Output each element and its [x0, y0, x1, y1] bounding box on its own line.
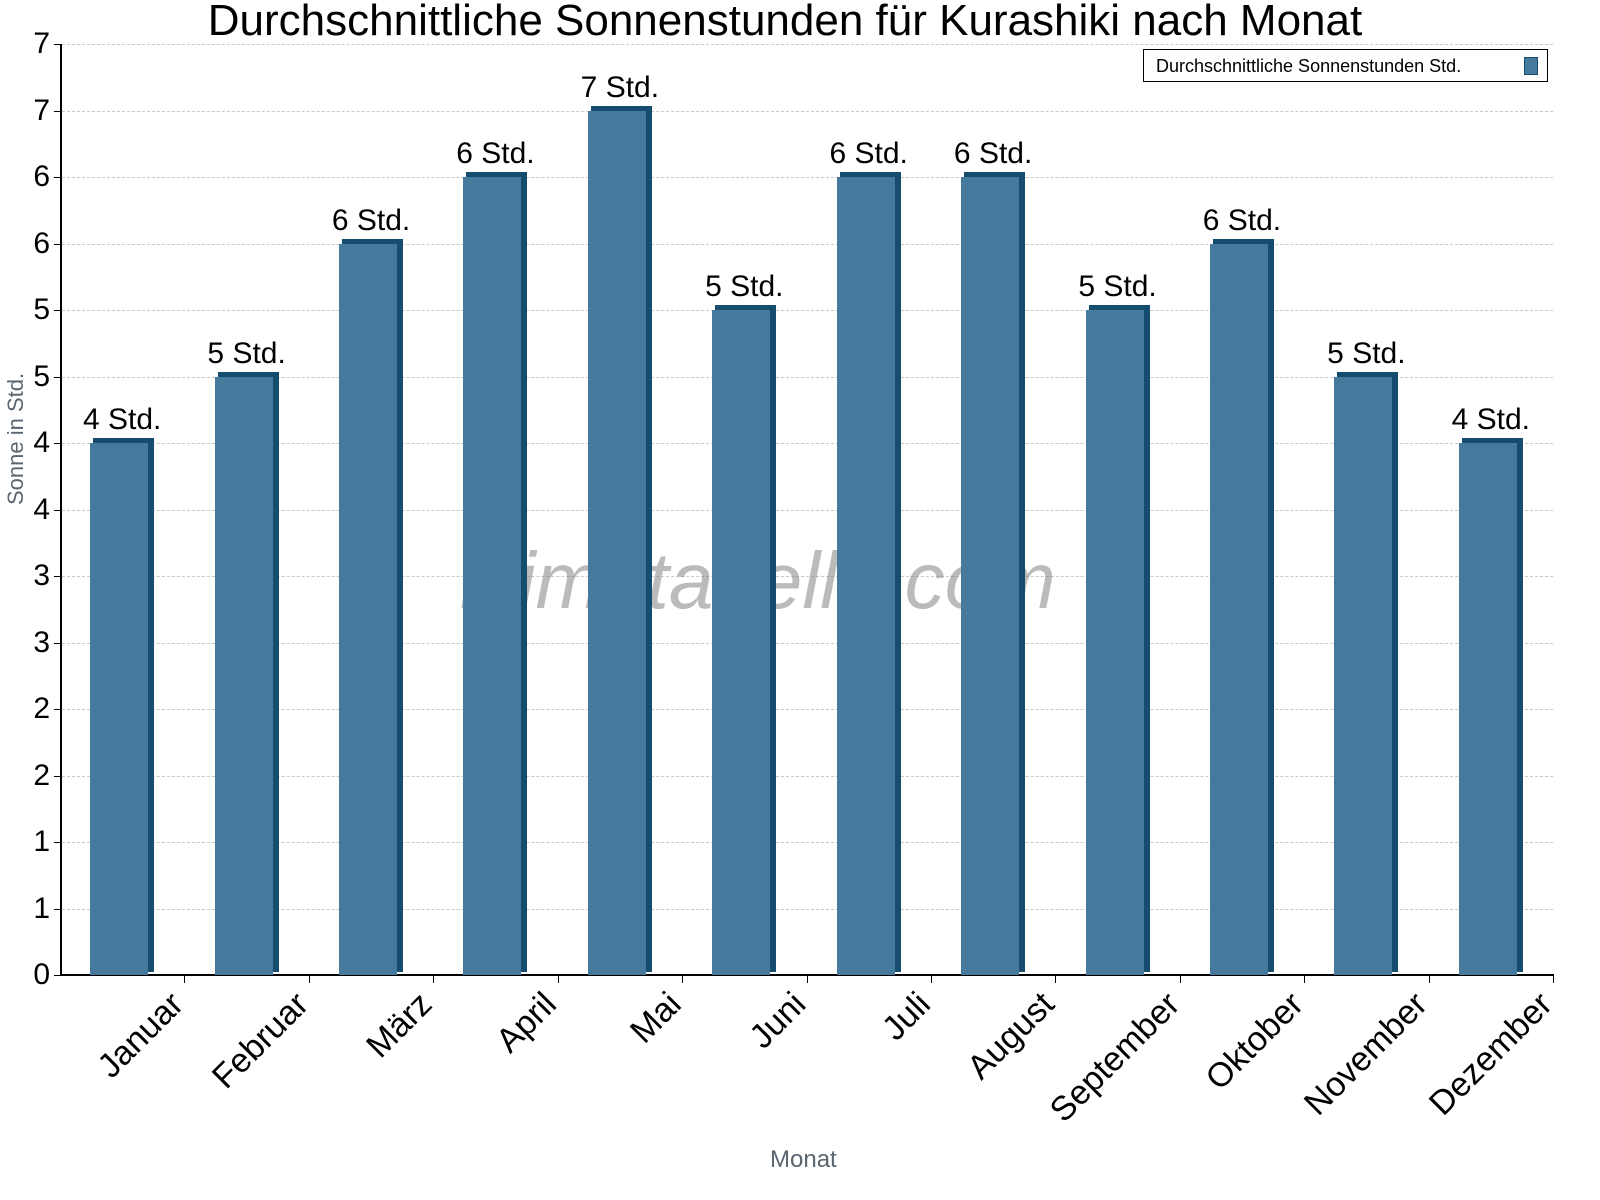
- x-tick-label: Juli: [874, 985, 938, 1048]
- y-tick: [54, 310, 60, 311]
- gridline: [62, 177, 1553, 178]
- gridline: [62, 775, 1553, 777]
- data-label: 6 Std.: [953, 137, 1033, 170]
- x-tick-label: Dezember: [1421, 985, 1560, 1123]
- y-tick: [54, 576, 60, 577]
- x-tick-label: April: [489, 985, 565, 1060]
- y-tick: [54, 443, 60, 444]
- x-tick-label: März: [359, 985, 440, 1066]
- bar-august: [961, 172, 1026, 975]
- x-tick: [1055, 975, 1057, 983]
- gridline: [62, 44, 1553, 45]
- x-tick: [557, 975, 559, 983]
- x-tick: [930, 975, 932, 983]
- x-tick: [308, 975, 310, 983]
- data-label: 6 Std.: [829, 137, 908, 170]
- data-label: 7 Std.: [580, 70, 660, 104]
- gridline: [62, 709, 1553, 710]
- data-label: 5 Std.: [705, 270, 784, 303]
- y-tick: [54, 243, 60, 245]
- y-tick: [54, 509, 60, 511]
- gridline: [62, 509, 1553, 511]
- x-tick-label: Oktober: [1198, 985, 1311, 1098]
- gridline: [62, 443, 1553, 444]
- bar-november: [1334, 371, 1399, 975]
- x-tick-label: Januar: [90, 985, 192, 1086]
- bar-juni: [712, 305, 777, 975]
- bar-februar: [214, 371, 279, 975]
- y-tick-label: 2: [33, 692, 50, 725]
- legend-swatch: [1524, 57, 1538, 75]
- y-tick: [54, 110, 60, 112]
- x-tick: [1304, 975, 1306, 983]
- data-label: 5 Std.: [1078, 270, 1157, 303]
- gridline: [62, 376, 1553, 378]
- x-tick: [1179, 975, 1181, 983]
- y-tick-label: 4: [33, 492, 50, 526]
- data-label: 6 Std.: [456, 137, 535, 170]
- x-tick: [184, 975, 186, 983]
- gridline: [62, 642, 1553, 644]
- x-tick-label: Juni: [742, 985, 814, 1056]
- y-tick-label: 6: [33, 226, 50, 260]
- y-tick: [54, 775, 60, 777]
- gridline: [62, 576, 1553, 577]
- x-tick-label: Mai: [622, 985, 689, 1051]
- x-tick: [1553, 975, 1554, 983]
- gridline: [62, 908, 1553, 910]
- x-tick: [806, 975, 808, 983]
- gridline: [62, 842, 1553, 843]
- bar-juli: [836, 172, 901, 975]
- x-tick: [1428, 975, 1430, 983]
- bar-januar: [90, 438, 155, 975]
- gridline: [62, 310, 1553, 311]
- bar-september: [1085, 305, 1150, 975]
- x-tick: [433, 975, 435, 983]
- y-tick: [54, 709, 60, 710]
- gridline: [62, 243, 1553, 245]
- y-tick: [54, 975, 60, 976]
- y-tick-label: 7: [33, 27, 50, 60]
- y-tick-label: 4: [33, 426, 50, 459]
- bar-mai: [587, 105, 652, 975]
- bar-april: [463, 172, 528, 975]
- y-tick-label: 7: [33, 93, 50, 127]
- y-tick-label: 2: [33, 758, 50, 792]
- y-axis-line: [60, 44, 62, 976]
- x-tick-label: September: [1042, 985, 1187, 1130]
- y-tick-label: 3: [33, 559, 50, 592]
- y-tick-label: 0: [33, 958, 50, 991]
- bar-oktober: [1209, 238, 1274, 975]
- data-label: 4 Std.: [83, 403, 162, 436]
- y-tick: [54, 376, 60, 378]
- legend-label: Durchschnittliche Sonnenstunden Std.: [1156, 56, 1462, 76]
- bar-märz: [339, 238, 404, 975]
- chart-title: Durchschnittliche Sonnenstunden für Kura…: [207, 0, 1363, 45]
- y-tick: [54, 44, 60, 45]
- x-tick-label: Februar: [204, 985, 316, 1097]
- x-tick-label: August: [960, 985, 1062, 1087]
- y-axis-title: Sonne in Std.: [3, 372, 28, 505]
- x-tick: [682, 975, 684, 983]
- y-tick-label: 1: [33, 891, 50, 925]
- y-tick-label: 5: [33, 293, 50, 326]
- y-tick: [54, 908, 60, 910]
- x-axis-title: Monat: [770, 1146, 837, 1173]
- x-tick-label: November: [1297, 985, 1436, 1123]
- y-tick: [54, 642, 60, 644]
- y-tick-label: 6: [33, 160, 50, 193]
- data-label: 5 Std.: [207, 336, 286, 370]
- bar-dezember: [1458, 438, 1523, 975]
- y-tick-label: 3: [33, 625, 50, 659]
- gridline: [62, 110, 1553, 112]
- data-label: 5 Std.: [1327, 336, 1406, 370]
- y-tick-label: 5: [33, 359, 50, 393]
- y-tick: [54, 842, 60, 843]
- legend: Durchschnittliche Sonnenstunden Std.: [1143, 49, 1548, 82]
- y-tick-label: 1: [33, 825, 50, 858]
- data-label: 6 Std.: [331, 203, 411, 237]
- y-tick: [54, 177, 60, 178]
- data-label: 6 Std.: [1202, 203, 1282, 237]
- data-label: 4 Std.: [1451, 403, 1530, 436]
